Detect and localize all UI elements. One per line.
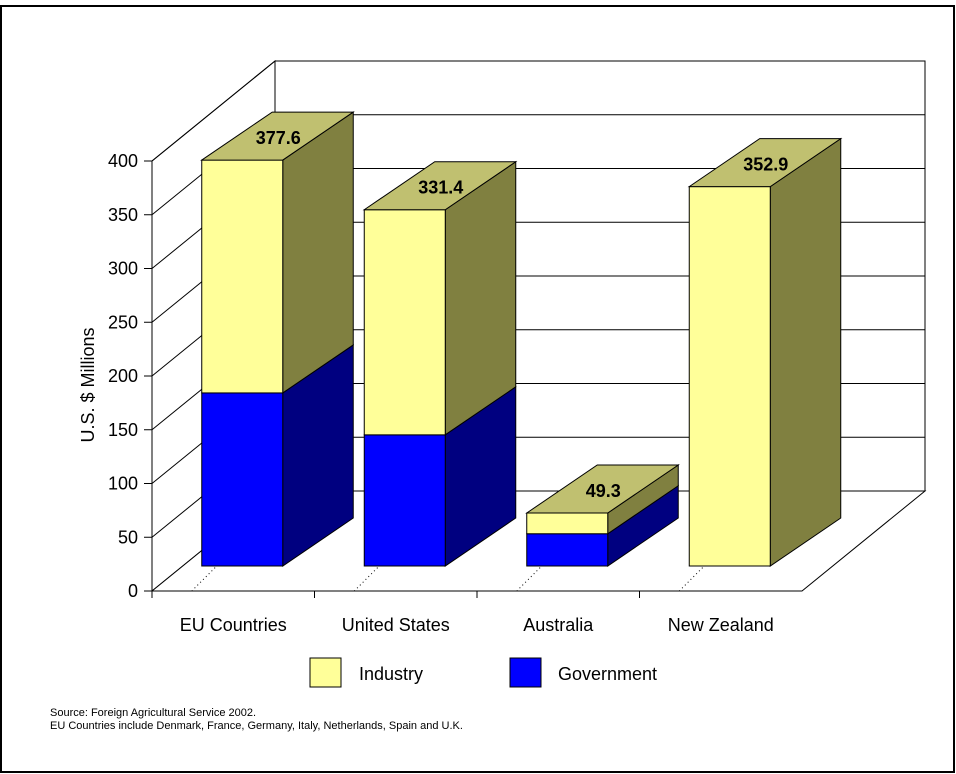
- y-tick-label: 350: [108, 205, 138, 225]
- x-category-label: EU Countries: [180, 615, 287, 635]
- legend-swatch-government: [509, 657, 542, 688]
- bar-front-industry: [363, 209, 446, 436]
- y-axis-title: U.S. $ Millions: [78, 327, 98, 442]
- y-tick-label: 150: [108, 420, 138, 440]
- legend-swatch-industry: [309, 657, 342, 688]
- bar-front-industry: [688, 186, 771, 567]
- y-tick-label: 400: [108, 151, 138, 171]
- bar-total-label: 377.6: [256, 128, 301, 148]
- source-note: Source: Foreign Agricultural Service 200…: [50, 707, 256, 719]
- x-category-label: United States: [342, 615, 450, 635]
- bar-front-government: [526, 533, 609, 567]
- gridline-left: [151, 60, 276, 162]
- y-tick-label: 250: [108, 312, 138, 332]
- x-category-label: Australia: [523, 615, 594, 635]
- y-tick-label: 300: [108, 259, 138, 279]
- y-tick-label: 100: [108, 474, 138, 494]
- bar-top-industry: [362, 161, 518, 211]
- bar-front-industry: [201, 159, 284, 394]
- labels: EU Countries 377.6 United States 331.4 Austr…: [180, 128, 789, 635]
- bar-top-industry: [200, 111, 355, 161]
- bar-total-label: 331.4: [418, 178, 463, 198]
- y-tick-label: 200: [108, 366, 138, 386]
- bars: [200, 111, 843, 567]
- legend-label-industry: Industry: [359, 664, 423, 684]
- bar-front-government: [201, 392, 284, 567]
- bar-front-government: [363, 434, 446, 567]
- bar-top-industry: [525, 464, 680, 514]
- x-category-label: New Zealand: [668, 615, 774, 635]
- bar-total-label: 49.3: [586, 481, 621, 501]
- bar-side-industry: [769, 137, 842, 567]
- bar-front-industry: [526, 512, 609, 535]
- y-tick-label: 50: [118, 527, 138, 547]
- y-tick-label: 0: [128, 581, 138, 601]
- legend-label-government: Government: [558, 664, 657, 684]
- bar-side-industry: [282, 111, 354, 394]
- bar-total-label: 352.9: [743, 155, 788, 175]
- bar-top-industry: [687, 138, 843, 188]
- eu-members-note: EU Countries include Denmark, France, Ge…: [50, 720, 463, 732]
- legend: Industry Government: [309, 657, 657, 688]
